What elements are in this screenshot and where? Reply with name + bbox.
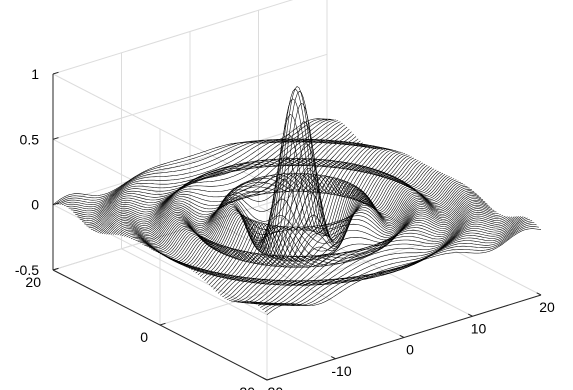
- y-tick-label: 0: [140, 329, 148, 345]
- mesh-line: [115, 147, 390, 235]
- mesh-line: [88, 140, 363, 229]
- x-tick-mark: [399, 334, 405, 338]
- mesh-line: [242, 216, 517, 304]
- mesh-line: [148, 156, 424, 256]
- mesh-line: [249, 216, 524, 305]
- mesh-line: [81, 136, 357, 223]
- mesh-line: [186, 181, 461, 275]
- mesh-line: [199, 190, 475, 279]
- mesh-line: [171, 167, 446, 268]
- mesh-line: [224, 208, 499, 299]
- mesh-line: [77, 131, 352, 220]
- mesh-line: [255, 218, 530, 306]
- mesh-line: [202, 191, 477, 280]
- mesh-line: [61, 119, 336, 206]
- mesh-line: [244, 216, 519, 305]
- x-tick-mark: [330, 356, 336, 360]
- y-tick-label: 20: [25, 274, 41, 290]
- mesh-line: [240, 216, 515, 304]
- z-tick-label: -0.5: [15, 262, 39, 278]
- surface-mesh: [52, 86, 542, 315]
- mesh-line: [173, 175, 448, 269]
- x-tick-label: -20: [263, 384, 283, 390]
- mesh-line: [217, 203, 493, 294]
- grid-line-z-left: [52, 204, 268, 316]
- mesh-line: [73, 126, 348, 216]
- mesh-line: [237, 216, 513, 303]
- mesh-line: [64, 120, 339, 208]
- mesh-line: [233, 215, 508, 302]
- mesh-line: [130, 153, 406, 246]
- mesh-line: [193, 186, 468, 277]
- mesh-line: [101, 143, 377, 235]
- mesh-line: [146, 161, 421, 255]
- x-tick-mark: [262, 377, 268, 381]
- mesh-line: [197, 189, 472, 279]
- mesh-line: [191, 184, 466, 276]
- mesh-line: [155, 98, 430, 260]
- mesh-line: [257, 220, 533, 306]
- x-tick-label: -10: [331, 363, 351, 379]
- mesh-line: [75, 128, 350, 218]
- z-tick-mark: [52, 137, 59, 140]
- x-tick-mark: [536, 292, 542, 296]
- mesh-line: [204, 193, 479, 281]
- mesh-line: [137, 156, 412, 250]
- z-tick-label: 0: [31, 197, 39, 213]
- mesh-line: [55, 118, 330, 205]
- y-tick-mark: [266, 377, 273, 381]
- z-tick-label: 0.5: [20, 131, 40, 147]
- axes: [52, 71, 542, 381]
- mesh-line: [106, 144, 381, 235]
- mesh-line: [266, 228, 542, 315]
- x-tick-mark: [467, 313, 473, 317]
- mesh-line: [153, 114, 428, 259]
- mesh-line: [108, 145, 383, 235]
- grid-line-z-back: [52, 119, 328, 206]
- x-tick-label: 10: [471, 320, 487, 336]
- z-tick-mark: [52, 267, 59, 271]
- mesh-line: [206, 195, 481, 283]
- x-tick-label: 20: [539, 299, 555, 315]
- mesh-line: [215, 201, 490, 292]
- mesh-line: [86, 140, 361, 227]
- mesh-line: [180, 178, 455, 272]
- mesh-line: [177, 177, 452, 271]
- mesh-line: [124, 150, 399, 241]
- mesh-line: [260, 222, 535, 308]
- z-tick-mark: [52, 71, 59, 75]
- mesh-line: [139, 157, 415, 251]
- y-tick-mark: [159, 322, 166, 326]
- z-tick-label: 1: [31, 66, 39, 82]
- grid-line-z-back: [52, 53, 328, 140]
- mesh-line: [246, 216, 522, 305]
- mesh-line: [151, 134, 426, 258]
- y-tick-label: -20: [235, 384, 255, 390]
- x-tick-label: 0: [406, 342, 414, 358]
- mesh-line: [121, 150, 397, 240]
- mesh-line: [52, 118, 328, 205]
- mesh-line: [208, 196, 484, 286]
- mesh-line: [93, 141, 368, 232]
- mesh-line: [128, 152, 403, 244]
- mesh-line: [90, 140, 366, 230]
- mesh-line: [184, 180, 459, 274]
- mesh-line: [222, 206, 497, 298]
- mesh-line: [117, 148, 392, 237]
- grid-line-z-back: [52, 0, 294, 75]
- mesh-line: [110, 146, 386, 235]
- mesh-line: [175, 176, 450, 270]
- mesh-line: [211, 198, 486, 288]
- mesh-line: [188, 183, 464, 275]
- mesh-line: [195, 187, 470, 278]
